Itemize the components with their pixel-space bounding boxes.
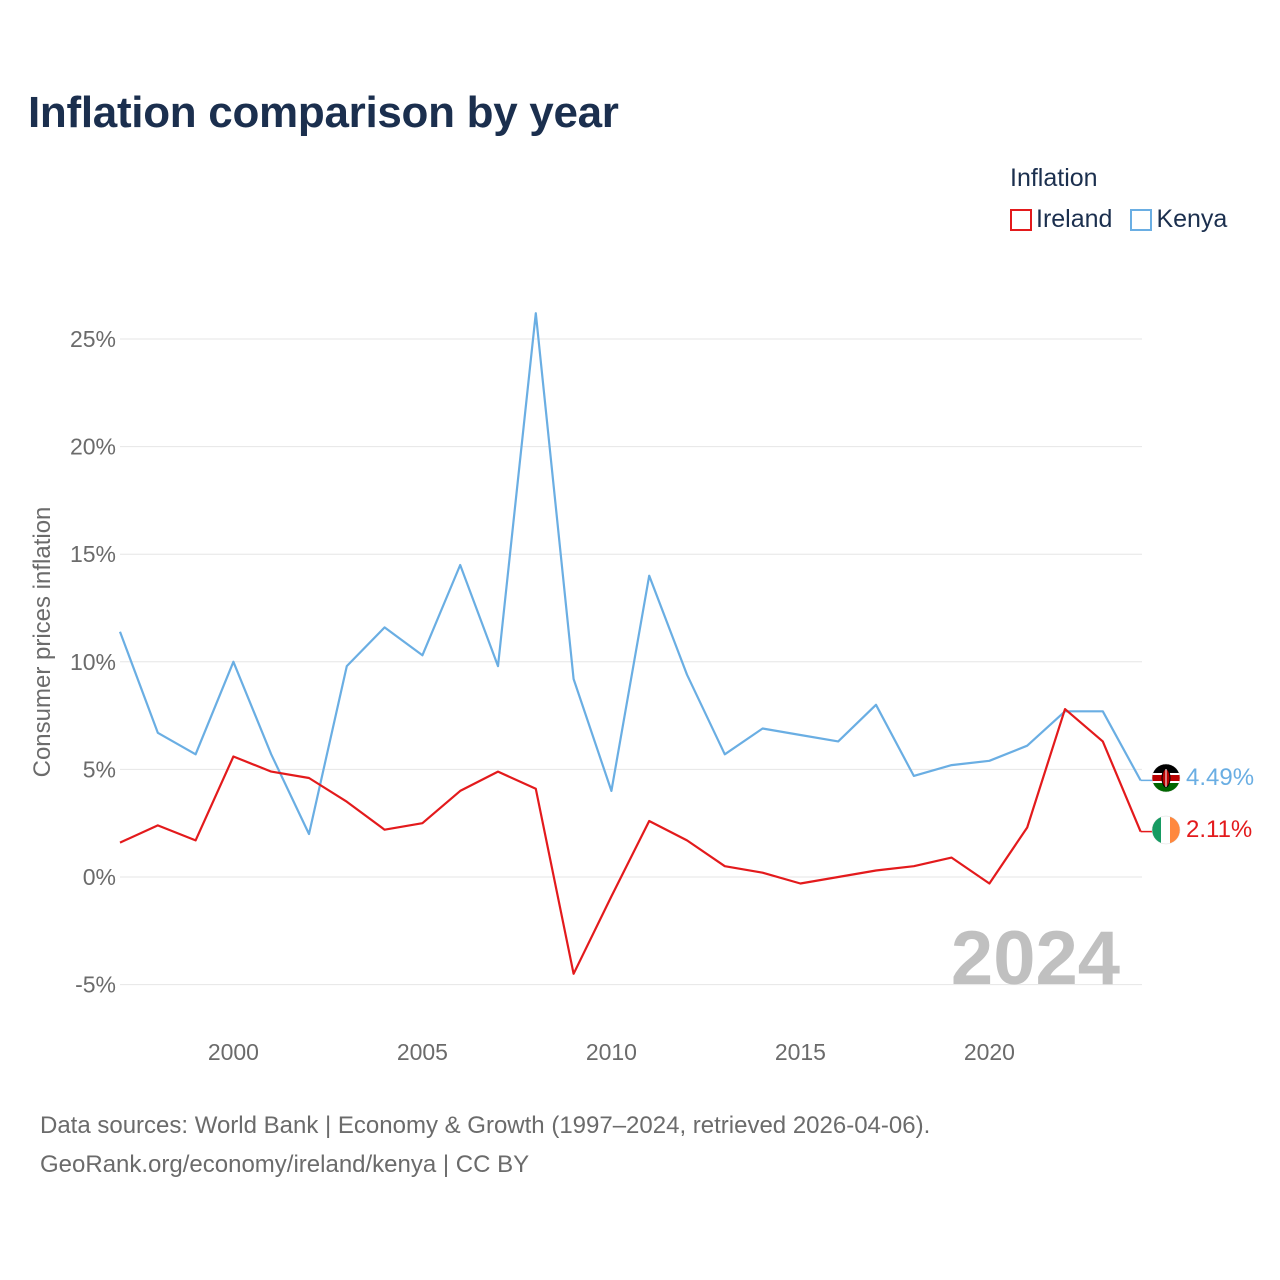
legend-label-kenya: Kenya — [1156, 205, 1228, 233]
legend-swatch-kenya — [1130, 208, 1153, 231]
legend-item-kenya[interactable]: Kenya — [1130, 205, 1227, 234]
y-tick-label: 10% — [70, 649, 116, 675]
y-tick-label: 20% — [70, 434, 116, 460]
x-tick-label: 2005 — [397, 1039, 448, 1065]
series-line-ireland — [119, 707, 1142, 975]
chart-title: Inflation comparison by year — [28, 88, 619, 137]
series-line-kenya — [118, 312, 1142, 836]
y-axis-label: Consumer prices inflation — [29, 507, 56, 778]
kenya-flag-icon — [1152, 764, 1180, 792]
y-tick-label: 0% — [83, 864, 116, 890]
x-tick-label: 2015 — [775, 1039, 826, 1065]
y-tick-label: 25% — [70, 326, 116, 352]
legend-title: Inflation — [1010, 164, 1098, 192]
ireland-end-label: 2.11% — [1186, 816, 1252, 843]
sources-line-1: Data sources: World Bank | Economy & Gro… — [40, 1112, 931, 1139]
legend: Inflation Ireland Kenya — [1010, 164, 1227, 234]
y-tick-label: -5% — [75, 972, 116, 998]
legend-item-ireland[interactable]: Ireland — [1010, 205, 1112, 234]
x-tick-label: 2020 — [964, 1039, 1015, 1065]
y-tick-label: 15% — [70, 541, 116, 567]
x-tick-label: 2010 — [586, 1039, 637, 1065]
kenya-end-label: 4.49% — [1186, 764, 1254, 791]
legend-label-ireland: Ireland — [1036, 205, 1113, 233]
y-tick-label: 5% — [83, 756, 116, 782]
year-watermark: 2024 — [951, 916, 1120, 1001]
legend-swatch-ireland — [1010, 208, 1032, 231]
ireland-flag-icon — [1152, 816, 1180, 844]
data-sources: Data sources: World Bank | Economy & Gro… — [40, 1106, 930, 1184]
sources-line-2[interactable]: GeoRank.org/economy/ireland/kenya | CC B… — [40, 1151, 530, 1178]
x-tick-label: 2000 — [208, 1039, 259, 1065]
